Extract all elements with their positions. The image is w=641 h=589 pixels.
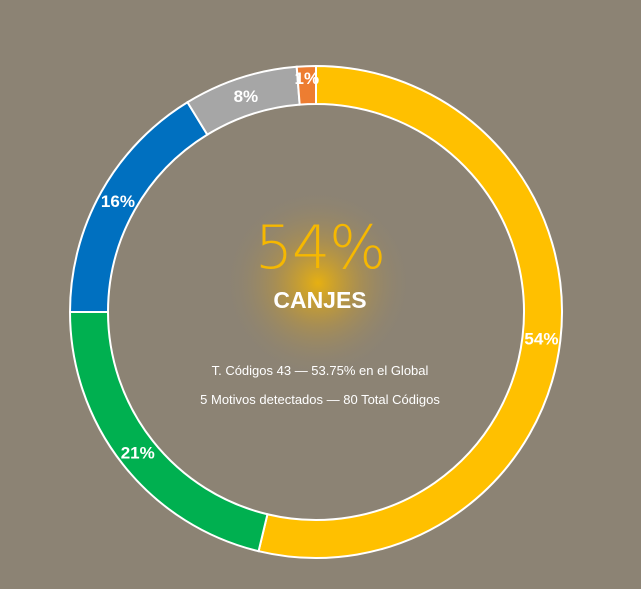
center-label: CANJES: [273, 287, 367, 313]
slice-label-4: 1%: [295, 69, 320, 88]
slice-label-3: 8%: [234, 87, 259, 106]
donut-slice-1: [68, 311, 269, 553]
center-glow: [223, 188, 413, 378]
slice-label-2: 16%: [101, 192, 135, 211]
donut-slices: [68, 64, 563, 559]
donut-slice-0: [257, 64, 563, 559]
center-percentage: 54%: [254, 213, 386, 283]
info-line-motives: 5 Motivos detectados — 80 Total Códigos: [200, 392, 440, 407]
slice-label-1: 21%: [121, 444, 155, 463]
slice-label-0: 54%: [524, 330, 558, 349]
slice-labels: 54% 21% 16% 8% 1%: [101, 69, 559, 462]
info-line-codes: T. Códigos 43 — 53.75% en el Global: [211, 363, 429, 378]
donut-slice-4: [295, 64, 317, 106]
